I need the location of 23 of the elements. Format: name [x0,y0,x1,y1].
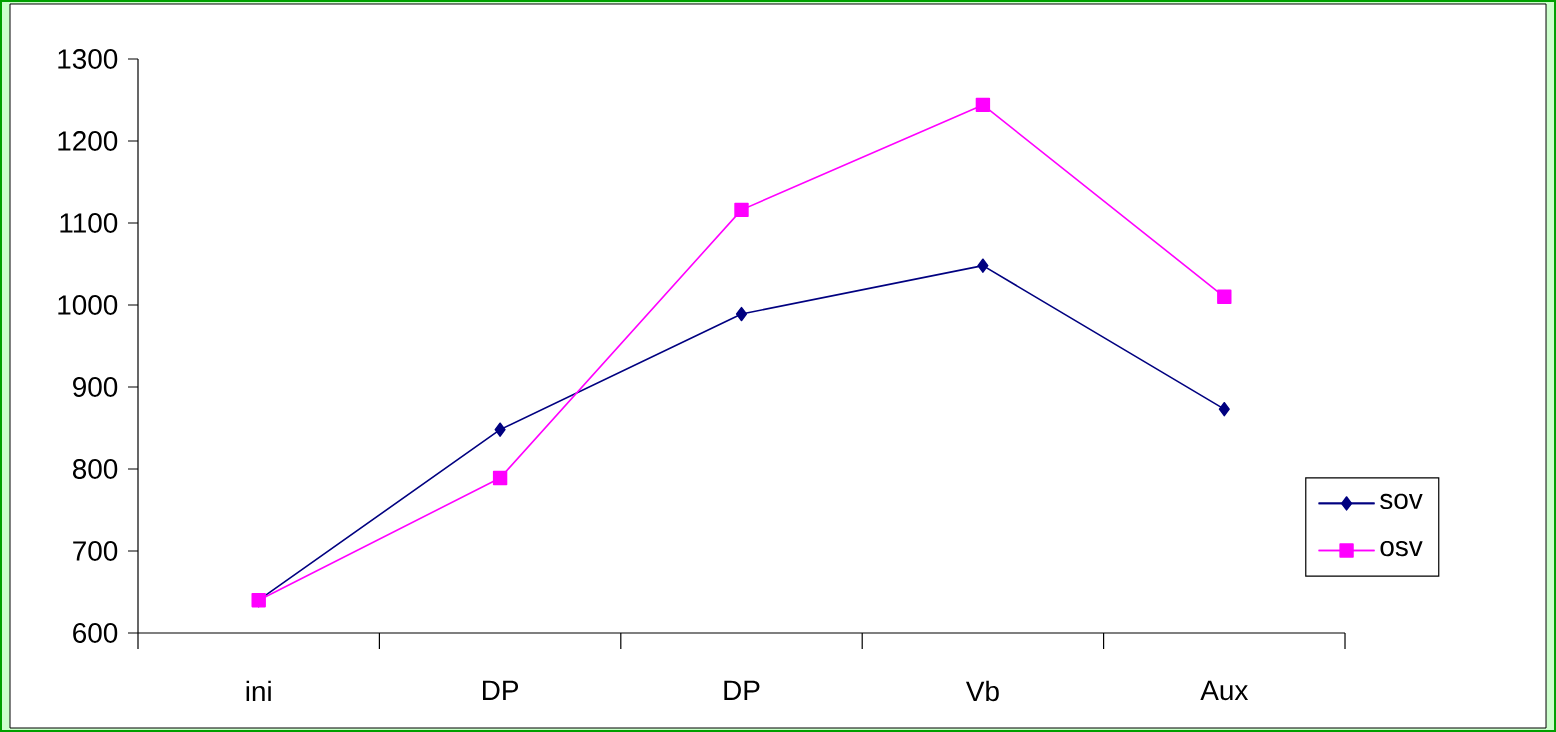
x-tick-label: DP [483,680,519,700]
point [1218,401,1230,417]
y-tick-label: 1300 [58,49,118,69]
point [735,306,748,322]
point [492,470,508,486]
legend-label: osv [1380,540,1423,557]
point [975,97,991,113]
y-tick-label: 600 [73,623,118,643]
point [494,422,506,437]
y-tick-label: 900 [73,377,118,397]
y-tick-label: 1100 [60,213,118,233]
y-tick-label: 1200 [58,131,118,151]
point [1217,289,1232,304]
legend-label: sov [1380,493,1423,510]
x-tick-label: Aux [1200,680,1249,701]
x-tick-label: ini [246,680,271,701]
point [734,202,749,218]
x-tick-label: DP [724,680,760,700]
y-tick-label: 700 [73,541,118,561]
y-tick-label: 800 [72,459,118,479]
x-tick-label: Vb [965,680,999,702]
y-tick-label: 1000 [58,295,118,315]
point [977,258,989,273]
